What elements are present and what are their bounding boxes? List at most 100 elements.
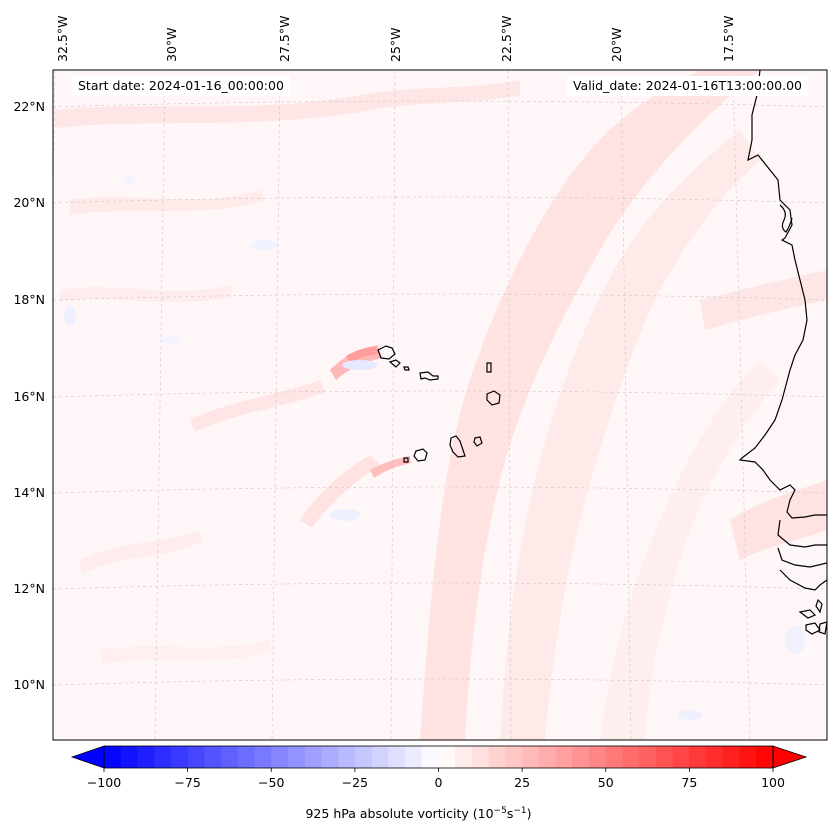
colorbar-segment: [304, 746, 322, 768]
vorticity-field: [55, 70, 827, 740]
sal: [486, 362, 492, 373]
graticule: [53, 70, 827, 740]
colorbar-segment: [605, 746, 623, 768]
lon-label-20w: 20°W: [609, 27, 624, 62]
colorbar-segment: [287, 746, 306, 768]
lon-label-32-5w: 32.5°W: [55, 16, 70, 62]
lon-label-27-5w: 27.5°W: [277, 16, 292, 62]
colorbar-segment: [522, 746, 540, 768]
valid-date-label: Valid_date: 2024-01-16T13:00:00.00: [566, 76, 808, 96]
colorbar-extend-min: [70, 745, 105, 769]
colorbar-segment: [488, 746, 506, 768]
lon-axis: 32.5°W 30°W 27.5°W 25°W 22.5°W 20°W 17.5…: [55, 16, 736, 62]
fogo: [413, 448, 428, 462]
colorbar-segment: [187, 746, 205, 768]
colorbar-segment: [756, 746, 774, 768]
colorbar-segment: [739, 746, 757, 768]
lat-label-14n: 14°N: [13, 485, 45, 500]
parallel-18n: [53, 293, 827, 301]
maio: [473, 436, 483, 447]
colorbar-segment: [689, 746, 707, 768]
colorbar-segment: [555, 746, 573, 768]
colorbar-segment: [271, 746, 289, 768]
coastlines: [377, 70, 827, 635]
parallel-16n: [53, 390, 827, 398]
meridian-17-5w: [732, 70, 751, 740]
colorbar-segment: [438, 746, 456, 768]
colorbar-segment: [455, 746, 473, 768]
gambia-coast: [777, 519, 827, 548]
colorbar-segment: [321, 746, 339, 768]
colorbar-segment: [505, 746, 523, 768]
colorbar-segment: [371, 746, 389, 768]
colorbar-segment: [639, 746, 657, 768]
colorbar-segment: [154, 746, 172, 768]
parallel-12n: [53, 582, 827, 590]
colorbar-segment: [137, 746, 155, 768]
colorbar-segment: [170, 746, 189, 768]
colorbar-segment: [672, 746, 690, 768]
colorbar-tick-label: −100: [87, 775, 121, 790]
meridian-22-5w: [507, 70, 512, 740]
colorbar: −100 −75 −50 −25 0 25 50 75 100: [70, 745, 808, 790]
sao-vicente: [388, 359, 401, 368]
colorbar-segment: [421, 746, 439, 768]
lat-label-12n: 12°N: [13, 581, 45, 596]
colorbar-tick-label: −75: [174, 775, 200, 790]
colorbar-segment: [655, 746, 674, 768]
santa-luzia: [403, 366, 410, 371]
colorbar-label-exp1: −5: [493, 806, 507, 816]
santiago: [449, 435, 466, 458]
parallel-14n: [53, 486, 827, 494]
guinea-bissau-coast: [779, 569, 827, 591]
colorbar-segment: [538, 746, 557, 768]
colorbar-ticks: −100 −75 −50 −25 0 25 50 75 100: [87, 768, 785, 790]
colorbar-segment: [237, 746, 256, 768]
colorbar-tick-label: 0: [435, 775, 443, 790]
lon-label-17-5w: 17.5°W: [721, 16, 736, 62]
boa-vista: [486, 390, 501, 406]
colorbar-segment: [589, 746, 607, 768]
colorbar-segment: [354, 746, 373, 768]
map-frame: [52, 69, 828, 741]
meridian-25w: [390, 70, 396, 740]
parallel-10n: [53, 678, 827, 686]
lat-label-20n: 20°N: [13, 195, 45, 210]
brava: [403, 457, 409, 463]
parallel-22n: [53, 100, 827, 108]
colorbar-segment: [722, 746, 741, 768]
lon-label-30w: 30°W: [164, 27, 179, 62]
cape-verde-bay: [779, 204, 793, 233]
colorbar-segment: [120, 746, 138, 768]
lat-label-18n: 18°N: [13, 292, 45, 307]
colorbar-segment: [471, 746, 490, 768]
parallel-20n: [53, 196, 827, 204]
colorbar-tick-label: 75: [681, 775, 697, 790]
colorbar-label-suffix: ): [526, 806, 532, 822]
colorbar-segment: [572, 746, 590, 768]
gambia-coast-2: [777, 547, 827, 568]
colorbar-segment: [706, 746, 724, 768]
colorbar-segment: [405, 746, 423, 768]
colorbar-label: 925 hPa absolute vorticity (10−5s−1): [0, 806, 837, 821]
colorbar-segment: [221, 746, 239, 768]
start-date-label: Start date: 2024-01-16_00:00:00: [72, 76, 290, 96]
colorbar-segment: [388, 746, 406, 768]
lat-axis: 22°N 20°N 18°N 16°N 14°N 12°N 10°N: [13, 99, 45, 692]
meridian-30w: [154, 70, 166, 740]
africa-coastline: [738, 70, 827, 519]
colorbar-segment: [204, 746, 222, 768]
bissau-islands: [798, 598, 827, 635]
colorbar-label-mid: s: [506, 806, 514, 822]
lat-label-22n: 22°N: [13, 99, 45, 114]
lon-label-22-5w: 22.5°W: [499, 16, 514, 62]
map-panel: [53, 70, 827, 740]
colorbar-segment: [338, 746, 356, 768]
lat-label-16n: 16°N: [13, 389, 45, 404]
meridian-20w: [620, 70, 632, 740]
meridian-27-5w: [271, 70, 281, 740]
colorbar-tick-label: −25: [342, 775, 368, 790]
colorbar-segment: [254, 746, 272, 768]
santo-antao: [377, 345, 396, 360]
